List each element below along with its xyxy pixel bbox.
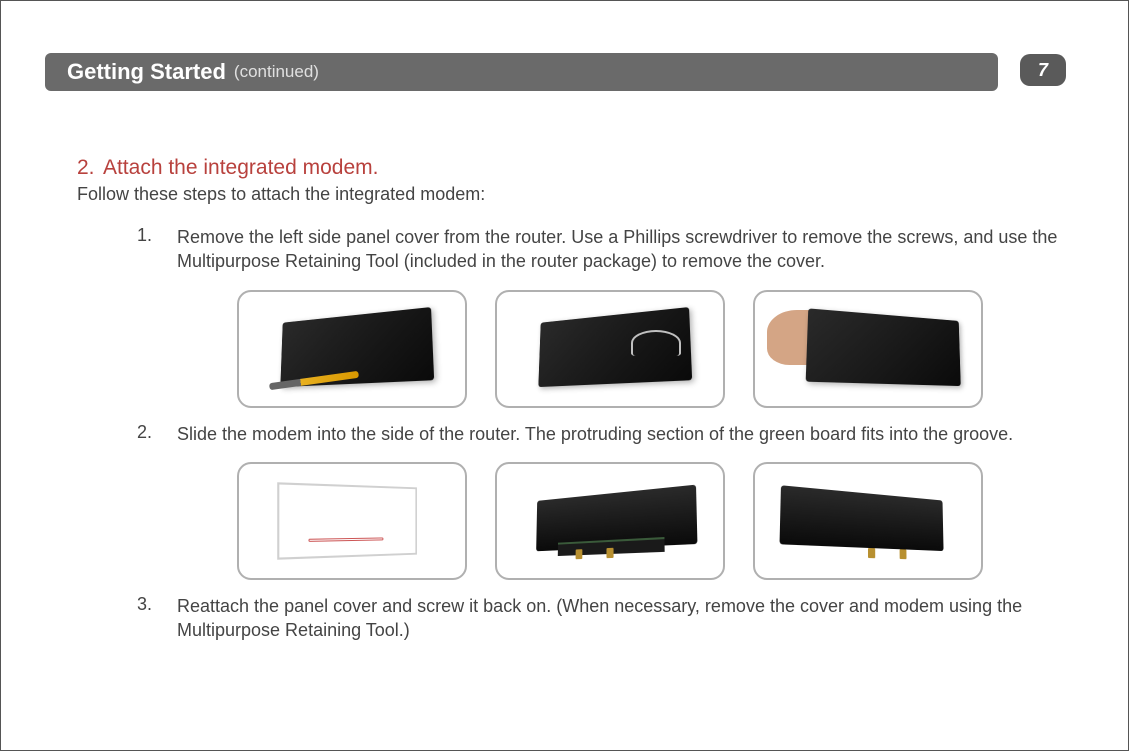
step-item: 1. Remove the left side panel cover from… [137, 225, 1068, 274]
page-number-badge: 7 [1020, 54, 1066, 86]
section-number: 2. [77, 156, 95, 179]
image-row-1 [237, 290, 1068, 408]
header-subtitle: (continued) [234, 62, 319, 82]
section-title: Attach the integrated modem. [103, 156, 379, 179]
step-number: 3. [137, 594, 177, 643]
steps-list: 1. Remove the left side panel cover from… [137, 225, 1068, 642]
image-hand-removing [753, 290, 983, 408]
page-number: 7 [1038, 60, 1048, 81]
step-number: 2. [137, 422, 177, 446]
header-bar: Getting Started (continued) [45, 53, 998, 91]
image-side-slot [237, 462, 467, 580]
step-body: Reattach the panel cover and screw it ba… [177, 594, 1068, 643]
step-text: Reattach the panel cover and screw it ba… [177, 594, 1068, 643]
image-modem-insert [495, 462, 725, 580]
image-retaining-tool [495, 290, 725, 408]
step-item: 2. Slide the modem into the side of the … [137, 422, 1068, 446]
image-screwdriver [237, 290, 467, 408]
step-item: 3. Reattach the panel cover and screw it… [137, 594, 1068, 643]
step-body: Remove the left side panel cover from th… [177, 225, 1068, 274]
section-heading: 2. Attach the integrated modem. [77, 156, 1068, 180]
content-area: 2. Attach the integrated modem. Follow t… [77, 156, 1068, 658]
step-text: Slide the modem into the side of the rou… [177, 422, 1068, 446]
step-body: Slide the modem into the side of the rou… [177, 422, 1068, 446]
image-row-2 [237, 462, 1068, 580]
step-text: Remove the left side panel cover from th… [177, 225, 1068, 274]
header-title: Getting Started [67, 59, 226, 85]
image-modem-inserted [753, 462, 983, 580]
step-number: 1. [137, 225, 177, 274]
section-intro: Follow these steps to attach the integra… [77, 184, 1068, 205]
